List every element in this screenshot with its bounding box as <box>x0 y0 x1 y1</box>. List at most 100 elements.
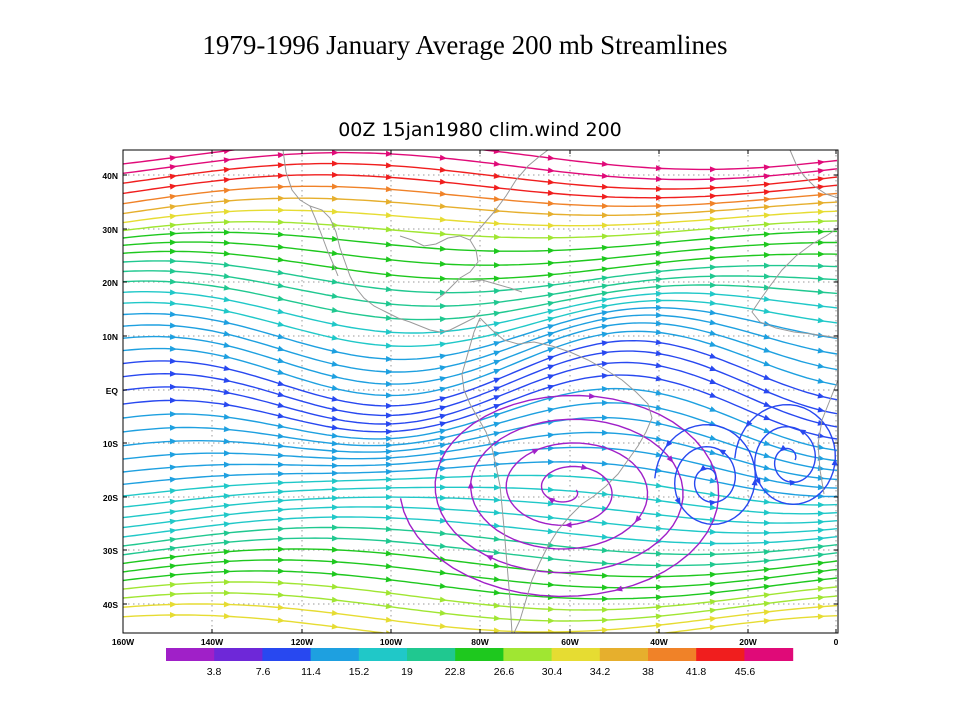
streamline-arrow <box>547 555 555 562</box>
streamline-arrow <box>385 514 393 521</box>
streamline-arrow <box>601 331 609 338</box>
streamline <box>123 339 838 407</box>
streamline-arrow <box>817 543 825 550</box>
coastline-south-america <box>461 317 653 633</box>
colorbar-labels: 3.8 7.6 11.4 15.2 19 22.8 26.6 30.4 34.2… <box>207 666 756 678</box>
streamline <box>123 614 838 633</box>
streamline-arrow <box>493 377 501 384</box>
streamline-arrow <box>601 303 609 310</box>
streamline-arrow <box>277 604 285 611</box>
streamline <box>123 446 838 489</box>
coastlines <box>282 150 838 633</box>
streamline-arrow <box>223 239 231 246</box>
streamline-arrow <box>763 464 771 471</box>
streamline-arrow <box>223 401 231 408</box>
colorbar-label: 15.2 <box>349 666 370 678</box>
streamline-arrow <box>718 449 727 456</box>
streamline-arrow <box>655 202 663 209</box>
streamline <box>123 350 838 417</box>
streamline-arrow <box>709 571 717 578</box>
lon-label: 120W <box>291 637 314 647</box>
lon-label: 20W <box>739 637 757 647</box>
streamline-arrow <box>817 167 825 174</box>
streamline-arrow <box>493 150 501 155</box>
streamline-arrow <box>169 518 177 525</box>
streamline-arrow <box>601 160 609 167</box>
lat-label: 40S <box>103 600 118 610</box>
streamline-arrow <box>547 282 555 289</box>
streamline-arrow <box>601 606 609 613</box>
plot-title: 00Z 15jan1980 clim.wind 200 <box>338 119 622 141</box>
streamline-arrow <box>547 260 555 267</box>
streamline-arrow <box>223 568 231 575</box>
streamline-arrow <box>169 536 177 543</box>
streamline-arrow <box>699 464 707 472</box>
streamline <box>123 570 838 600</box>
colorbar-label: 19 <box>401 666 413 678</box>
streamline-arrow <box>601 386 609 393</box>
streamline-arrow <box>709 491 717 498</box>
streamline-arrow <box>331 478 339 485</box>
streamline-arrow <box>439 289 447 296</box>
streamline-arrow <box>277 470 285 477</box>
colorbar-label: 11.4 <box>301 666 321 678</box>
streamline-arrow <box>385 226 393 233</box>
streamline-arrow <box>601 627 609 633</box>
streamline-arrow <box>493 288 501 295</box>
streamline-arrow <box>655 511 663 518</box>
streamline-arrow <box>547 432 555 439</box>
streamline-arrow <box>277 369 285 375</box>
streamline-arrow <box>439 341 447 348</box>
streamline-arrow <box>385 448 393 455</box>
lat-label: EQ <box>106 386 119 396</box>
streamline-arrow <box>385 392 393 399</box>
streamline-arrow <box>277 152 285 159</box>
streamline-arrow <box>547 292 555 298</box>
lon-label: 100W <box>380 637 403 647</box>
colorbar-label: 26.6 <box>494 666 515 678</box>
streamline-arrow <box>223 365 231 372</box>
streamline-arrow <box>655 283 663 290</box>
streamline-arrow <box>817 501 825 508</box>
streamline-arrow <box>223 493 231 500</box>
streamline-arrow <box>439 596 447 603</box>
streamline-arrow <box>763 173 771 180</box>
streamline <box>123 174 838 199</box>
streamline-arrow <box>601 617 609 624</box>
streamline-arrow <box>817 208 825 215</box>
streamline-arrow <box>439 609 447 616</box>
streamline-arrow <box>331 208 339 215</box>
streamline-arrow <box>169 311 177 318</box>
streamline-arrow <box>223 377 231 383</box>
streamline-arrow <box>817 527 825 534</box>
streamline-arrow <box>547 355 555 362</box>
coastline-europe <box>789 150 838 199</box>
streamline-arrow <box>763 529 771 536</box>
colorbar-swatch <box>358 648 408 661</box>
colorbar-label: 7.6 <box>256 666 271 678</box>
streamline-arrow <box>655 220 663 227</box>
streamline-arrow <box>385 603 393 610</box>
streamline-arrow <box>494 639 501 645</box>
streamline-arrow <box>223 219 231 226</box>
streamline-arrow <box>169 258 177 265</box>
streamline <box>123 299 838 347</box>
streamline-arrow <box>817 251 825 258</box>
streamline-arrow <box>547 271 555 278</box>
streamline-arrow <box>493 589 501 596</box>
streamline-arrow <box>709 378 717 385</box>
streamline-arrow <box>580 463 589 470</box>
streamline-arrow <box>439 260 447 267</box>
streamline-arrow <box>493 184 501 191</box>
streamline-arrow <box>547 445 555 452</box>
lat-label: 40N <box>102 171 118 181</box>
streamline-arrow <box>601 255 609 262</box>
streamline-arrow <box>763 476 771 483</box>
streamline-arrow <box>709 300 717 306</box>
streamline-arrow <box>817 568 825 575</box>
streamline-arrow <box>655 622 663 629</box>
streamline-arrow <box>601 212 609 219</box>
streamline-arrow <box>817 552 825 559</box>
streamline-arrow <box>547 178 555 185</box>
colorbar-swatch <box>599 648 649 661</box>
